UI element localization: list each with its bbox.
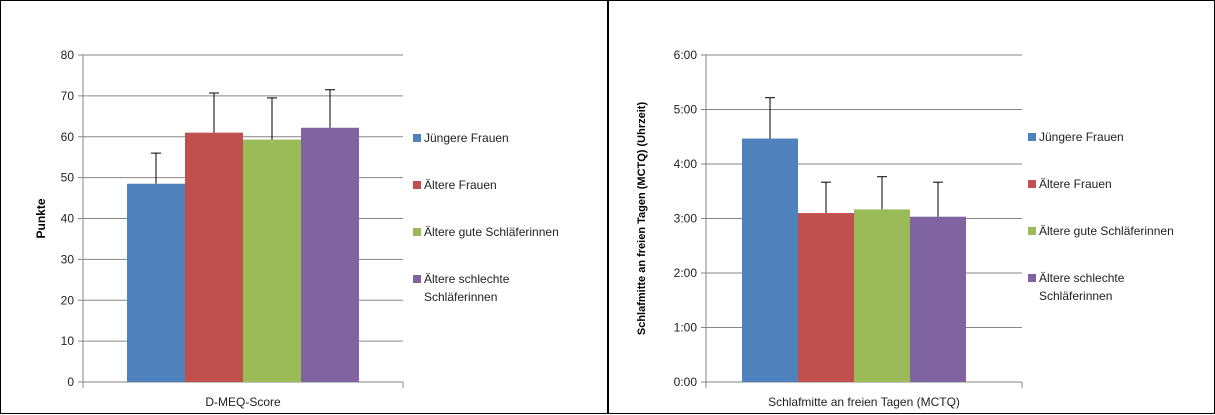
legend-swatch	[1028, 274, 1036, 282]
y-tick-label: 0	[67, 375, 74, 389]
legend-label: Ältere Frauen	[424, 178, 497, 192]
bar	[301, 127, 359, 382]
legend-label: Jüngere Frauen	[424, 131, 509, 145]
bar	[243, 139, 301, 382]
legend-swatch	[413, 275, 421, 283]
bar	[742, 138, 798, 382]
legend-label: Jüngere Frauen	[1039, 130, 1124, 144]
bar	[798, 213, 854, 382]
legend-swatch	[413, 134, 421, 142]
y-tick-label: 3:00	[674, 212, 698, 226]
chart-dmeq-svg: 0 10 20 30 40 50 60 70 80 D-MEQ-Score Punkte Jünger…	[34, 48, 559, 409]
legend-label: Ältere schlechte Schläferinnen	[1039, 271, 1125, 303]
legend-swatch	[413, 181, 421, 189]
legend-swatch	[1028, 227, 1036, 235]
y-axis-title: Punkte	[34, 198, 48, 238]
bar	[910, 216, 966, 382]
legend-label: Ältere Frauen	[1039, 177, 1112, 191]
chart-panel-mctq: 0:00 1:00 2:00 3:00 4:00 5:00 6:00 Schlafmitte …	[608, 0, 1215, 414]
y-tick-label: 60	[61, 130, 75, 144]
y-tick-label: 40	[61, 212, 75, 226]
bar	[854, 209, 910, 382]
y-tick-label: 70	[61, 89, 75, 103]
chart-mctq-svg: 0:00 1:00 2:00 3:00 4:00 5:00 6:00 Schlafmitte …	[636, 48, 1174, 409]
legend-label: Ältere gute Schläferinnen	[1039, 224, 1174, 238]
y-tick-label: 6:00	[674, 48, 698, 62]
bar	[127, 183, 185, 382]
chart-panel-dmeq: 0 10 20 30 40 50 60 70 80 D-MEQ-Score Punkte Jünger…	[0, 0, 608, 414]
y-tick-label: 80	[61, 48, 75, 62]
y-tick-label: 5:00	[674, 103, 698, 117]
y-tick-label: 1:00	[674, 321, 698, 335]
y-axis-title: Schlafmitte an freien Tagen (MCTQ) (Uhrz…	[636, 102, 648, 336]
legend-swatch	[413, 228, 421, 236]
y-tick-label: 50	[61, 171, 75, 185]
y-tick-label: 0:00	[674, 375, 698, 389]
y-tick-label: 4:00	[674, 157, 698, 171]
bar	[185, 132, 243, 382]
x-category-label: Schlafmitte an freien Tagen (MCTQ)	[768, 395, 960, 409]
x-category-label: D-MEQ-Score	[205, 395, 281, 409]
y-tick-label: 20	[61, 293, 75, 307]
y-tick-label: 30	[61, 252, 75, 266]
legend-swatch	[1028, 180, 1036, 188]
legend-swatch	[1028, 133, 1036, 141]
y-tick-label: 10	[61, 334, 75, 348]
legend-label: Ältere schlechte Schläferinnen	[424, 272, 510, 304]
legend-label: Ältere gute Schläferinnen	[424, 225, 559, 239]
y-tick-label: 2:00	[674, 266, 698, 280]
